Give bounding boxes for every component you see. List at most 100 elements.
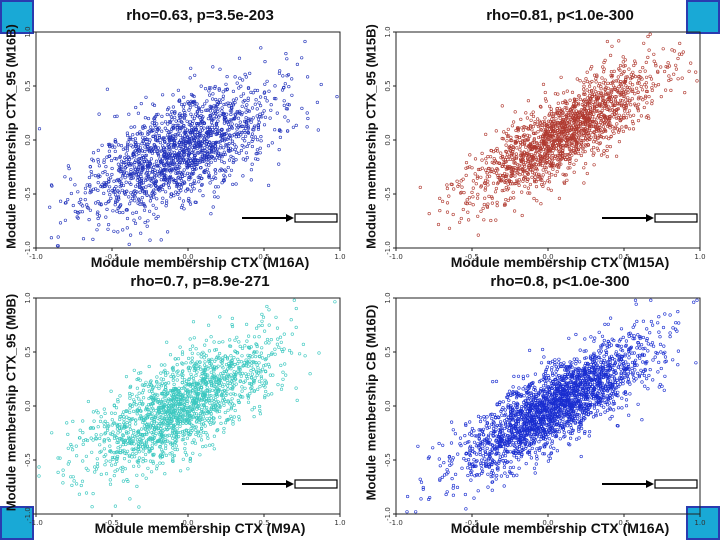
data-point xyxy=(249,168,253,172)
data-point xyxy=(102,407,106,411)
corner-tab-bottom-left[interactable] xyxy=(0,506,34,540)
data-point xyxy=(191,100,195,104)
data-point xyxy=(260,346,264,350)
data-point xyxy=(562,180,566,184)
data-point xyxy=(301,342,306,346)
data-point xyxy=(476,192,480,196)
data-point xyxy=(167,186,171,190)
data-point xyxy=(221,90,225,94)
y-tick-label: 1.0 xyxy=(384,26,392,37)
data-point xyxy=(184,428,188,432)
data-point xyxy=(99,202,103,206)
data-point xyxy=(74,444,78,448)
data-point xyxy=(198,121,202,125)
data-point xyxy=(261,356,265,360)
data-point xyxy=(220,131,224,135)
data-point xyxy=(177,392,181,396)
data-point xyxy=(257,379,262,383)
data-point xyxy=(262,364,266,368)
data-point xyxy=(585,131,589,135)
data-point xyxy=(202,140,206,144)
y-tick-label: 0.0 xyxy=(24,400,32,411)
corner-tab-top-right[interactable] xyxy=(686,0,720,34)
data-point xyxy=(536,177,540,181)
data-point xyxy=(70,483,74,487)
data-point xyxy=(259,135,263,139)
data-point xyxy=(172,134,176,139)
corner-tab-bottom-right[interactable] xyxy=(686,506,720,540)
data-point xyxy=(212,104,216,108)
data-point xyxy=(258,404,262,409)
data-point xyxy=(152,212,156,216)
data-point xyxy=(609,134,613,138)
data-point xyxy=(235,109,239,114)
data-point xyxy=(180,386,184,391)
data-point xyxy=(178,161,182,165)
data-point xyxy=(246,131,251,135)
data-point xyxy=(217,98,222,102)
data-point xyxy=(125,208,129,212)
data-point xyxy=(256,157,260,161)
data-point xyxy=(140,427,144,431)
data-point xyxy=(607,114,611,119)
data-point xyxy=(126,140,130,144)
data-point xyxy=(178,196,182,200)
data-point xyxy=(597,90,601,95)
data-point xyxy=(148,209,152,213)
data-point xyxy=(538,154,542,158)
data-point xyxy=(560,135,564,139)
data-point xyxy=(519,159,523,164)
data-point xyxy=(157,135,161,139)
data-point xyxy=(106,223,111,227)
data-point xyxy=(581,99,586,103)
data-point xyxy=(136,149,140,153)
data-point xyxy=(238,366,242,370)
data-point xyxy=(128,410,132,414)
data-point xyxy=(241,137,245,141)
data-point xyxy=(190,388,194,392)
data-point xyxy=(163,120,168,124)
data-point xyxy=(81,431,85,435)
corner-tab-top-left[interactable] xyxy=(0,0,34,34)
data-point xyxy=(676,77,680,81)
data-point xyxy=(61,473,65,477)
data-point xyxy=(275,111,279,115)
data-point xyxy=(597,142,601,146)
data-point xyxy=(134,144,138,149)
data-point xyxy=(134,184,138,188)
annotation-box xyxy=(294,213,338,223)
data-point xyxy=(214,393,218,397)
data-point xyxy=(114,199,118,203)
data-point xyxy=(220,392,224,396)
data-point xyxy=(333,300,337,304)
data-point xyxy=(144,380,148,384)
data-point xyxy=(191,376,196,380)
data-point xyxy=(56,456,60,460)
data-point xyxy=(145,193,149,197)
data-point xyxy=(585,88,589,92)
data-point xyxy=(533,159,537,163)
data-point xyxy=(137,456,141,460)
data-point xyxy=(542,141,547,146)
data-point xyxy=(75,215,79,219)
data-point xyxy=(147,422,151,426)
data-point xyxy=(253,124,257,128)
data-point xyxy=(285,57,289,61)
data-point xyxy=(612,69,616,74)
data-point xyxy=(156,146,161,150)
data-point xyxy=(138,190,142,194)
data-point xyxy=(634,103,638,108)
data-point xyxy=(245,103,249,107)
data-point xyxy=(230,417,234,421)
data-point xyxy=(99,433,103,437)
data-point xyxy=(142,441,146,445)
data-point xyxy=(135,178,139,182)
data-point xyxy=(110,145,115,149)
data-point xyxy=(618,93,622,97)
data-point xyxy=(221,371,225,375)
data-point xyxy=(246,376,250,380)
y-tick-label: -1.0 xyxy=(24,507,32,521)
data-point xyxy=(244,151,248,155)
data-point xyxy=(641,65,645,70)
data-point xyxy=(213,408,217,412)
